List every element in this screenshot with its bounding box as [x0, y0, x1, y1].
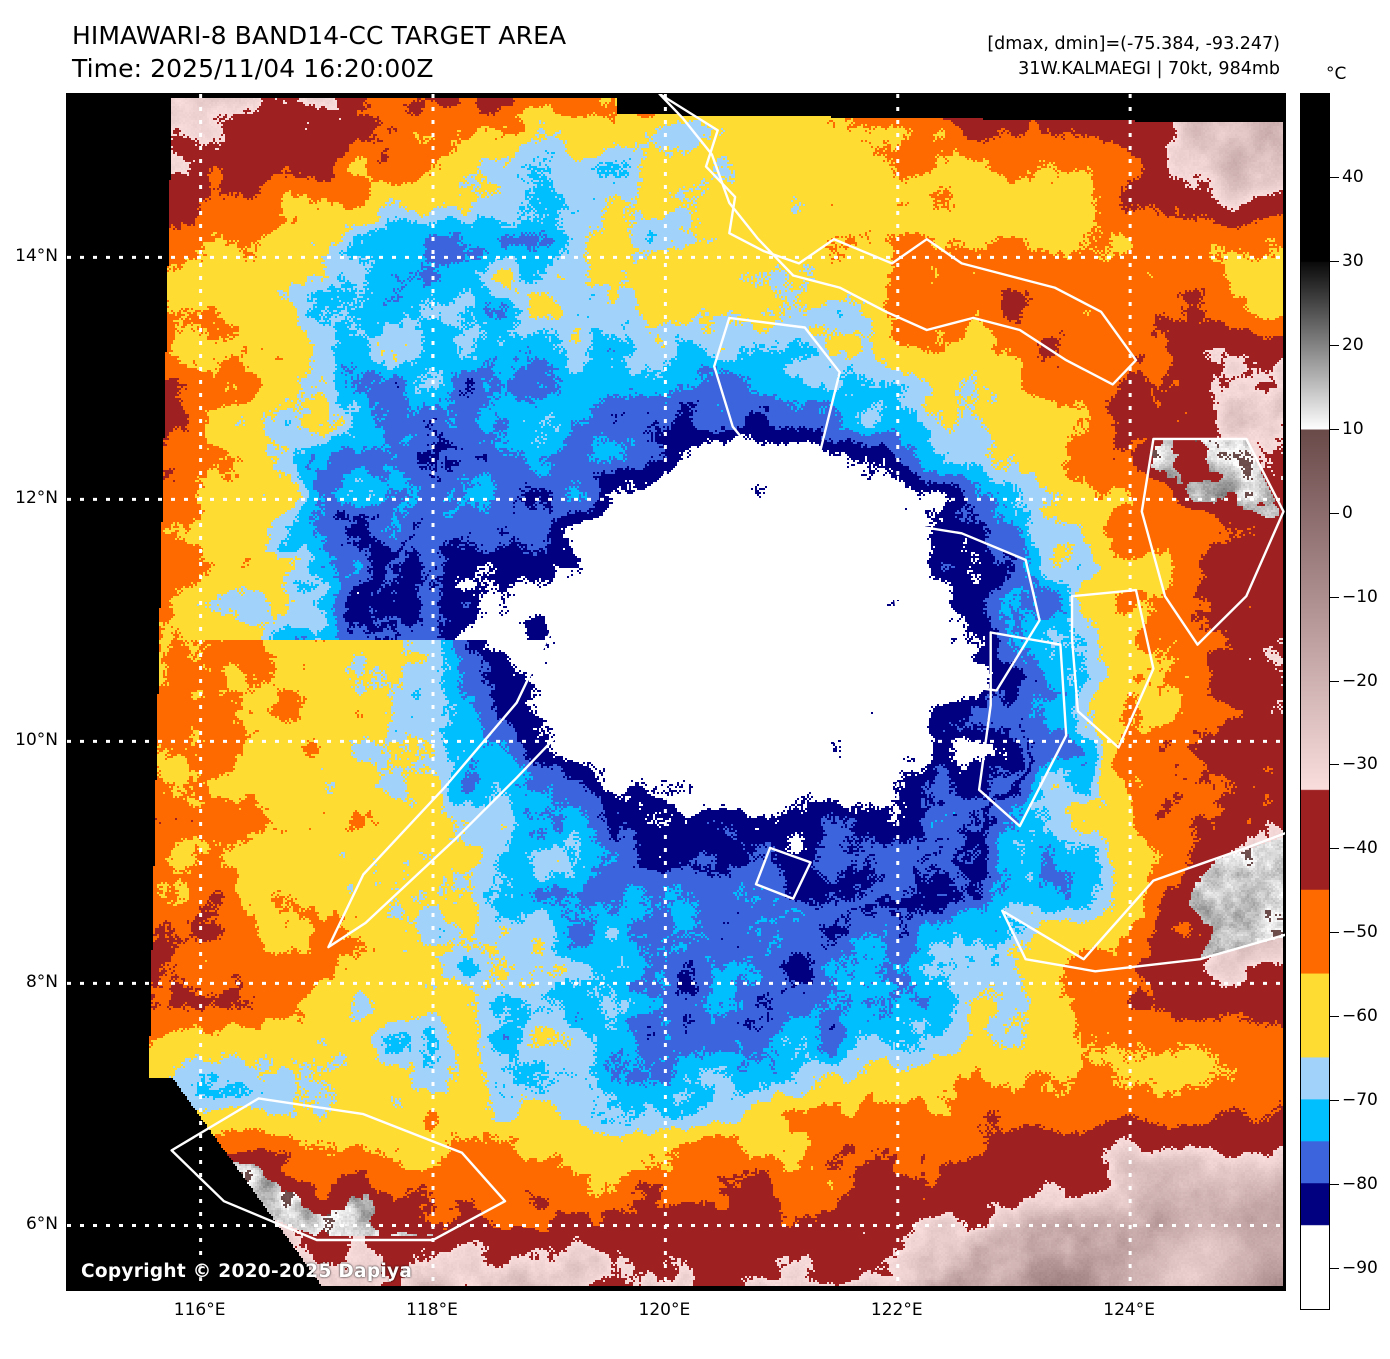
lat-tick-label: 10°N	[15, 730, 58, 751]
title-text: HIMAWARI-8 BAND14-CC TARGET AREA	[72, 21, 567, 50]
coastline-overlay	[170, 94, 1285, 1242]
timestamp-text: Time: 2025/11/04 16:20:00Z	[72, 53, 434, 83]
colorbar-tick-label: 30	[1342, 250, 1364, 271]
colorbar-tick-label: −70	[1342, 1090, 1378, 1111]
page-title: HIMAWARI-8 BAND14-CC TARGET AREA Time: 20…	[72, 20, 566, 85]
colorbar-unit-label: °C	[1326, 64, 1347, 84]
colorbar-tick-mark	[1330, 848, 1339, 850]
lat-lon-gridlines	[67, 94, 1285, 1290]
colorbar-tick-label: −80	[1342, 1174, 1378, 1195]
lon-tick-label: 118°E	[406, 1300, 458, 1320]
lon-tick-label: 120°E	[638, 1300, 691, 1320]
colorbar-tick-label: 40	[1342, 166, 1364, 187]
colorbar-tick-mark	[1330, 428, 1339, 430]
colorbar-tick-mark	[1330, 764, 1339, 766]
colorbar-tick-mark	[1330, 176, 1339, 178]
colorbar-tick-mark	[1330, 1100, 1339, 1102]
lat-tick-label: 8°N	[25, 972, 58, 993]
colorbar-tick-mark	[1330, 344, 1339, 346]
colorbar-tick-label: 20	[1342, 334, 1364, 355]
lat-tick-label: 14°N	[15, 246, 58, 267]
colorbar-tick-mark	[1330, 1016, 1339, 1018]
colorbar-tick-label: −10	[1342, 586, 1378, 607]
colorbar-tick-label: −50	[1342, 922, 1378, 943]
colorbar-tick-mark	[1330, 1268, 1339, 1270]
colorbar-tick-label: −60	[1342, 1006, 1378, 1027]
colorbar-tick-label: −20	[1342, 670, 1378, 691]
lat-tick-label: 6°N	[25, 1214, 58, 1235]
colorbar-tick-mark	[1330, 680, 1339, 682]
lat-tick-label: 12°N	[15, 488, 58, 509]
colorbar-tick-label: −40	[1342, 838, 1378, 859]
colorbar-tick-mark	[1330, 932, 1339, 934]
header-metadata: [dmax, dmin]=(-75.384, -93.247) 31W.KALMA…	[987, 32, 1280, 82]
colorbar-tick-label: 10	[1342, 418, 1364, 439]
lon-tick-label: 116°E	[173, 1300, 226, 1320]
copyright-label: Copyright © 2020-2025 Dapiya	[81, 1261, 413, 1282]
temperature-colorbar	[1300, 93, 1330, 1310]
colorbar-tick-label: −30	[1342, 754, 1378, 775]
satellite-map-plot: Copyright © 2020-2025 Dapiya	[66, 93, 1286, 1291]
colorbar-gradient	[1301, 94, 1329, 1309]
colorbar-tick-mark	[1330, 1184, 1339, 1186]
colorbar-tick-mark	[1330, 512, 1339, 514]
colorbar-tick-label: 0	[1342, 502, 1353, 523]
colorbar-tick-label: −90	[1342, 1258, 1378, 1279]
colorbar-tick-mark	[1330, 596, 1339, 598]
lon-tick-label: 124°E	[1103, 1300, 1155, 1320]
lon-tick-label: 122°E	[870, 1300, 923, 1320]
colorbar-tick-mark	[1330, 260, 1339, 262]
satellite-infrared-image	[67, 94, 1285, 1290]
dmax-dmin-text: [dmax, dmin]=(-75.384, -93.247)	[987, 34, 1280, 54]
storm-info-text: 31W.KALMAEGI | 70kt, 984mb	[1018, 58, 1280, 79]
